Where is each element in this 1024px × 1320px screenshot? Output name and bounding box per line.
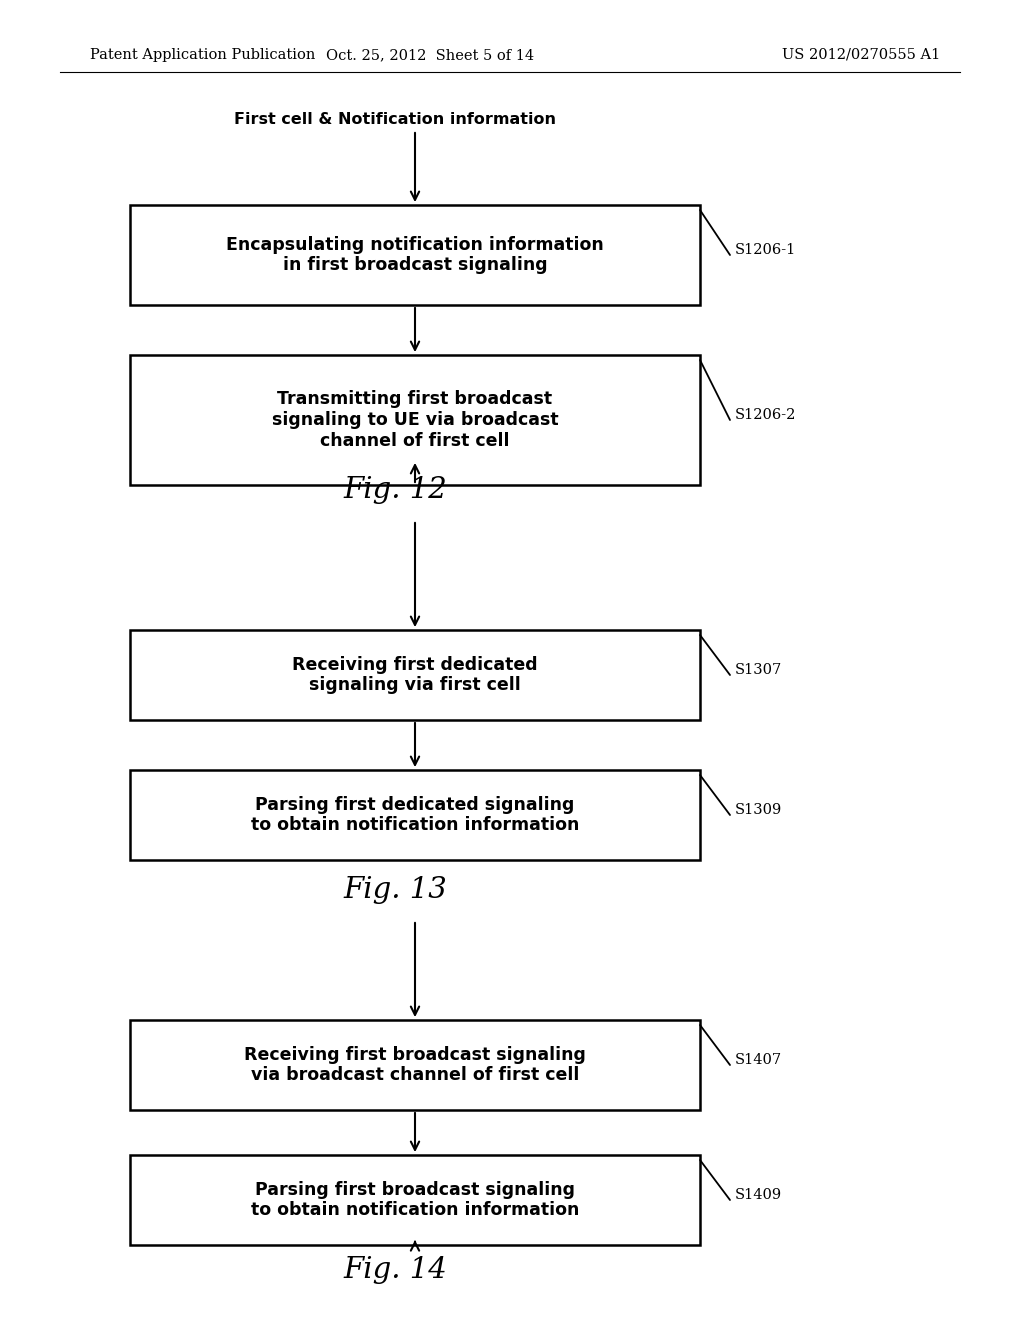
Text: US 2012/0270555 A1: US 2012/0270555 A1 — [781, 48, 940, 62]
Bar — [130, 1155, 700, 1245]
Text: S1206-2: S1206-2 — [735, 408, 797, 422]
Text: Fig. 13: Fig. 13 — [343, 876, 446, 904]
Text: Fig. 12: Fig. 12 — [343, 477, 446, 504]
Text: Parsing first dedicated signaling
to obtain notification information: Parsing first dedicated signaling to obt… — [251, 796, 580, 834]
Text: First cell & Notification information: First cell & Notification information — [234, 112, 556, 128]
Text: Patent Application Publication: Patent Application Publication — [90, 48, 315, 62]
Text: Fig. 14: Fig. 14 — [343, 1257, 446, 1284]
Bar — [130, 630, 700, 719]
Text: S1409: S1409 — [735, 1188, 782, 1203]
Text: Oct. 25, 2012  Sheet 5 of 14: Oct. 25, 2012 Sheet 5 of 14 — [326, 48, 535, 62]
Text: Transmitting first broadcast
signaling to UE via broadcast
channel of first cell: Transmitting first broadcast signaling t… — [271, 391, 558, 450]
Bar — [130, 205, 700, 305]
Bar — [130, 770, 700, 861]
Text: S1307: S1307 — [735, 663, 782, 677]
Bar — [130, 355, 700, 484]
Text: S1309: S1309 — [735, 803, 782, 817]
Bar — [130, 1020, 700, 1110]
Text: S1206-1: S1206-1 — [735, 243, 797, 257]
Text: Parsing first broadcast signaling
to obtain notification information: Parsing first broadcast signaling to obt… — [251, 1180, 580, 1220]
Text: Encapsulating notification information
in first broadcast signaling: Encapsulating notification information i… — [226, 235, 604, 275]
Text: Receiving first dedicated
signaling via first cell: Receiving first dedicated signaling via … — [292, 656, 538, 694]
Text: S1407: S1407 — [735, 1053, 782, 1067]
Text: Receiving first broadcast signaling
via broadcast channel of first cell: Receiving first broadcast signaling via … — [244, 1045, 586, 1085]
